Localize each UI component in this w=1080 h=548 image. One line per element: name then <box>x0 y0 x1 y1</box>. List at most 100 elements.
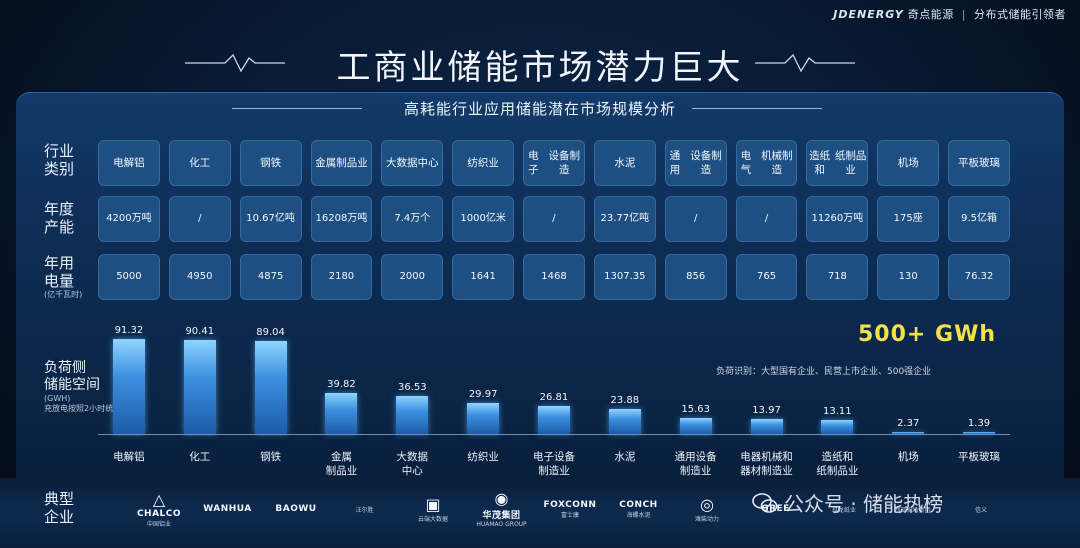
output-cell: 9.5亿箱 <box>948 196 1010 242</box>
row-label-storage: 负荷侧 储能空间 (GWH) 充放电按照2小时统计 <box>44 360 122 413</box>
industry-cell: 金属 制品业 <box>310 140 373 186</box>
bar-value-label: 15.63 <box>681 403 710 415</box>
category-label: 水泥 <box>614 451 636 463</box>
output-cell: 1000亿米 <box>452 196 515 242</box>
bar-column: 2.37 <box>877 310 939 434</box>
bar-column: 26.81 <box>523 310 585 434</box>
pulse-line-icon <box>755 53 855 73</box>
category-label: 电器机械和 器材制造业 <box>740 451 793 477</box>
power-cell: 1641 <box>452 254 515 300</box>
company-subname: 玖龙纸业 <box>831 506 856 514</box>
bar <box>537 406 570 434</box>
output-cell: 7.4万个 <box>381 196 444 242</box>
power-unit: (亿千瓦时) <box>44 290 83 299</box>
output-cell: 10.67亿吨 <box>239 196 302 242</box>
bar <box>254 341 287 434</box>
row-label-companies: 典型 企业 <box>44 490 75 526</box>
company-name: 华茂集团 <box>482 511 521 521</box>
bar <box>396 396 429 434</box>
bar <box>608 409 641 434</box>
industry-cell: 机场 <box>877 140 940 186</box>
bar-column: 13.11 <box>806 310 868 434</box>
category-label: 电解铝 <box>113 451 145 463</box>
company-logo: BAOWU <box>267 486 325 532</box>
power-cell: 76.32 <box>948 254 1010 300</box>
row-label-power: 年用 电量 (亿千瓦时) <box>44 254 83 299</box>
company-name: CHALCO <box>136 508 182 519</box>
watermark-text: 公众号 · 储能热榜 <box>784 492 944 516</box>
company-logo: 信义 <box>952 486 1010 532</box>
bar-column: 91.32 <box>98 310 160 434</box>
company-subname: HUAMAO GROUP <box>476 521 527 528</box>
industry-cell: 纺织业 <box>452 140 515 186</box>
bar-value-label: 29.97 <box>468 388 498 400</box>
company-name: BAOWU <box>275 504 317 514</box>
category-label: 平板玻璃 <box>958 451 1001 463</box>
output-cell: / <box>168 196 231 242</box>
storage-unit: (GWH) <box>44 394 71 403</box>
company-name: FOXCONN <box>543 499 597 510</box>
output-cell: / <box>664 196 727 242</box>
chart-baseline <box>98 434 1010 435</box>
company-name: CONCH <box>619 499 658 510</box>
company-subname: 中国铝业 <box>146 520 171 528</box>
power-cell: 718 <box>806 254 869 300</box>
power-cell: 1307.35 <box>593 254 656 300</box>
industry-cell: 电解铝 <box>98 140 160 186</box>
bar-value-label: 23.88 <box>610 395 640 407</box>
panel-subtitle: 高耗能行业应用储能潜在市场规模分析 <box>403 100 676 118</box>
power-cell: 130 <box>877 254 940 300</box>
page-title: 工商业储能市场潜力巨大 <box>336 48 744 88</box>
company-logo: FOXCONN 富士康 <box>541 486 599 532</box>
power-cell: 5000 <box>98 254 160 300</box>
bar <box>679 417 712 434</box>
company-subname: 潍柴动力 <box>694 515 719 523</box>
company-band <box>0 478 1080 548</box>
output-cell: 11260万吨 <box>806 196 869 242</box>
category-label: 造纸和 纸制品业 <box>816 451 859 477</box>
company-subname: 云端大数据 <box>417 515 448 523</box>
company-logo: ◉ 华茂集团 HUAMAO GROUP <box>473 486 531 532</box>
industry-cell: 化工 <box>168 140 231 186</box>
bar-column: 39.82 <box>311 310 373 434</box>
company-logo: CONCH 海螺水泥 <box>610 486 668 532</box>
brand-name: 奇点能源 <box>907 8 954 21</box>
output-cell: 175座 <box>877 196 940 242</box>
pulse-line-icon <box>185 53 285 73</box>
category-label: 通用设备 制造业 <box>674 451 717 477</box>
output-cell: / <box>523 196 585 242</box>
bar <box>750 419 783 434</box>
power-cell: 2000 <box>381 254 444 300</box>
power-cell: 765 <box>735 254 798 300</box>
bar <box>183 339 216 434</box>
category-label: 电子设备 制造业 <box>532 451 575 477</box>
output-cell: 16208万吨 <box>310 196 373 242</box>
bar-column: 15.63 <box>665 310 727 434</box>
output-cell: / <box>735 196 798 242</box>
bar-column: 36.53 <box>381 310 443 434</box>
bar <box>963 432 996 434</box>
brand-logo: JDENERGY <box>833 8 904 21</box>
company-subname: 海螺水泥 <box>626 511 651 519</box>
power-cell: 2180 <box>310 254 373 300</box>
wechat-icon <box>752 492 778 513</box>
storage-note: 充放电按照2小时统计 <box>44 404 122 413</box>
divider <box>232 108 362 109</box>
brand: JDENERGY 奇点能源 | 分布式储能引领者 <box>833 8 1066 21</box>
company-emblem-icon: ◎ <box>700 494 714 514</box>
bar-value-label: 89.04 <box>256 327 285 339</box>
total-capacity: 500+ GWh <box>858 322 997 347</box>
company-emblem-icon: △ <box>152 489 166 509</box>
company-logo: 汪尔胜 <box>336 486 394 532</box>
bar-value-label: 1.39 <box>967 418 991 429</box>
bar <box>325 392 358 434</box>
bar <box>892 431 925 434</box>
bar-value-label: 13.11 <box>823 406 852 418</box>
industry-cell: 大数据 中心 <box>381 140 444 186</box>
output-cell: 4200万吨 <box>98 196 160 242</box>
industry-cell: 通用 设备制造 <box>664 140 727 186</box>
row-label-output: 年度 产能 <box>44 200 75 236</box>
power-cell: 4950 <box>168 254 231 300</box>
category-label: 大数据 中心 <box>396 451 429 477</box>
